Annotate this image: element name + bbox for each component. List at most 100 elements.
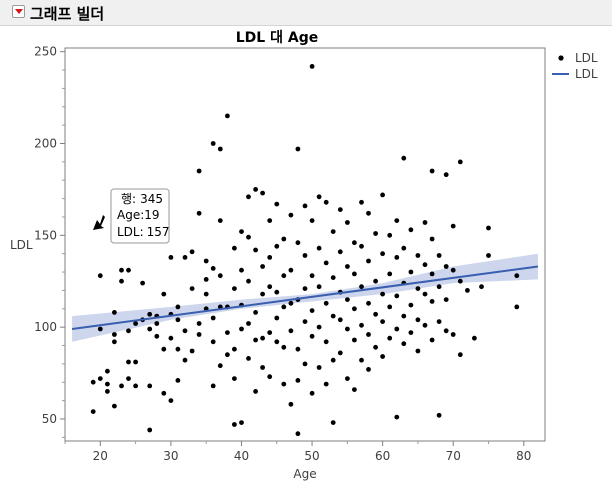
data-point[interactable] xyxy=(253,337,258,343)
data-point[interactable] xyxy=(366,332,371,337)
data-point[interactable] xyxy=(479,284,484,290)
data-point[interactable] xyxy=(337,249,343,255)
data-point[interactable] xyxy=(352,337,357,343)
data-point[interactable] xyxy=(210,339,216,345)
data-point[interactable] xyxy=(253,389,258,394)
data-point[interactable] xyxy=(394,293,400,299)
data-point[interactable] xyxy=(309,390,315,396)
data-point[interactable] xyxy=(112,339,117,345)
data-point[interactable] xyxy=(373,278,378,284)
data-point[interactable] xyxy=(373,344,378,350)
data-point[interactable] xyxy=(337,207,343,213)
data-point[interactable] xyxy=(352,271,357,277)
data-point[interactable] xyxy=(366,210,371,216)
data-point[interactable] xyxy=(380,291,385,297)
data-point[interactable] xyxy=(232,245,237,251)
data-point[interactable] xyxy=(359,357,364,363)
data-point[interactable] xyxy=(119,267,124,273)
data-point[interactable] xyxy=(366,258,371,264)
data-point[interactable] xyxy=(359,284,364,290)
data-point[interactable] xyxy=(260,365,265,370)
data-point[interactable] xyxy=(147,326,153,332)
data-point[interactable] xyxy=(330,420,336,425)
data-point[interactable] xyxy=(295,346,301,352)
data-point[interactable] xyxy=(161,291,167,297)
data-point[interactable] xyxy=(288,267,294,273)
data-point[interactable] xyxy=(175,378,181,383)
data-point[interactable] xyxy=(302,319,308,324)
data-point[interactable] xyxy=(457,352,463,358)
data-point[interactable] xyxy=(126,328,131,334)
data-point[interactable] xyxy=(422,220,428,225)
data-point[interactable] xyxy=(196,210,202,216)
data-point[interactable] xyxy=(189,286,195,291)
data-point[interactable] xyxy=(352,306,357,312)
data-point[interactable] xyxy=(429,271,435,277)
data-point[interactable] xyxy=(309,64,315,69)
data-point[interactable] xyxy=(295,240,301,246)
data-point[interactable] xyxy=(359,199,364,205)
data-point[interactable] xyxy=(457,278,463,284)
data-point[interactable] xyxy=(260,335,265,341)
data-point[interactable] xyxy=(514,304,520,310)
data-point[interactable] xyxy=(239,326,244,332)
data-point[interactable] xyxy=(288,300,294,306)
data-point[interactable] xyxy=(288,328,294,334)
data-point[interactable] xyxy=(126,267,131,273)
data-point[interactable] xyxy=(401,245,407,251)
data-point[interactable] xyxy=(239,267,244,273)
data-point[interactable] xyxy=(401,313,407,319)
data-point[interactable] xyxy=(217,363,223,369)
data-point[interactable] xyxy=(514,273,520,279)
data-point[interactable] xyxy=(486,225,491,231)
data-point[interactable] xyxy=(281,236,287,242)
data-point[interactable] xyxy=(274,339,280,345)
data-point[interactable] xyxy=(133,383,139,389)
data-point[interactable] xyxy=(302,253,308,258)
data-point[interactable] xyxy=(175,346,181,352)
data-point[interactable] xyxy=(429,299,435,304)
data-point[interactable] xyxy=(359,243,364,249)
data-point[interactable] xyxy=(203,277,209,282)
data-point[interactable] xyxy=(154,321,160,326)
data-point[interactable] xyxy=(288,401,294,407)
data-point[interactable] xyxy=(267,218,273,224)
data-point[interactable] xyxy=(217,273,223,279)
data-point[interactable] xyxy=(401,155,407,161)
data-point[interactable] xyxy=(472,335,477,341)
data-point[interactable] xyxy=(330,275,336,280)
data-point[interactable] xyxy=(436,319,442,324)
data-point[interactable] xyxy=(387,232,393,238)
data-point[interactable] xyxy=(309,308,315,313)
data-point[interactable] xyxy=(373,231,378,236)
red-triangle-menu-icon[interactable] xyxy=(12,5,25,18)
data-point[interactable] xyxy=(232,376,237,381)
data-point[interactable] xyxy=(373,311,378,317)
data-point[interactable] xyxy=(323,339,329,345)
data-point[interactable] xyxy=(443,172,449,178)
data-point[interactable] xyxy=(90,409,96,414)
data-point[interactable] xyxy=(239,420,244,425)
data-point[interactable] xyxy=(422,262,428,268)
data-point[interactable] xyxy=(161,390,167,396)
data-point[interactable] xyxy=(415,253,421,258)
data-point[interactable] xyxy=(90,379,96,385)
data-point[interactable] xyxy=(196,332,202,337)
data-point[interactable] xyxy=(232,422,237,427)
data-point[interactable] xyxy=(309,218,315,224)
data-point[interactable] xyxy=(394,255,400,260)
data-point[interactable] xyxy=(119,278,124,284)
data-point[interactable] xyxy=(345,326,350,332)
data-point[interactable] xyxy=(394,326,400,332)
data-point[interactable] xyxy=(401,341,407,347)
data-point[interactable] xyxy=(182,255,188,260)
data-point[interactable] xyxy=(175,317,181,323)
data-point[interactable] xyxy=(330,357,336,363)
data-point[interactable] xyxy=(380,354,385,359)
data-point[interactable] xyxy=(210,266,216,271)
data-point[interactable] xyxy=(260,291,265,297)
data-point[interactable] xyxy=(112,403,117,409)
data-point[interactable] xyxy=(316,284,322,290)
data-point[interactable] xyxy=(274,315,280,321)
data-point[interactable] xyxy=(436,284,442,290)
